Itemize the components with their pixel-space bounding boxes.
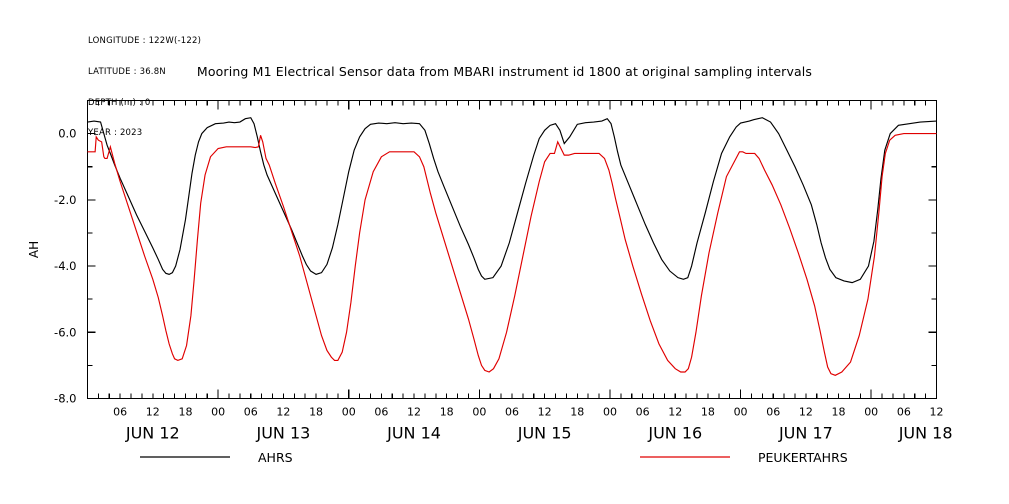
x-tick-label: 00 bbox=[864, 406, 878, 419]
legend-label-ahrs: AHRS bbox=[258, 450, 293, 465]
station-metadata: LONGITUDE : 122W(-122) LATITUDE : 36.8N … bbox=[88, 16, 201, 159]
x-day-label: JUN 13 bbox=[256, 424, 311, 443]
x-tick-label: 18 bbox=[309, 406, 323, 419]
x-tick-label: 06 bbox=[374, 406, 388, 419]
longitude-text: LONGITUDE : 122W(-122) bbox=[88, 36, 202, 47]
year-text: YEAR : 2023 bbox=[88, 128, 143, 139]
latitude-text: LATITUDE : 36.8N bbox=[88, 67, 166, 78]
x-tick-label: 18 bbox=[440, 406, 454, 419]
x-tick-label: 00 bbox=[211, 406, 225, 419]
x-tick-label: 12 bbox=[538, 406, 552, 419]
series-line-ahrs bbox=[87, 117, 937, 284]
x-day-label: JUN 14 bbox=[386, 424, 441, 443]
x-tick-label: 06 bbox=[113, 406, 127, 419]
x-day-label: JUN 17 bbox=[778, 424, 833, 443]
plot-frame bbox=[86, 99, 938, 400]
x-tick-label: 18 bbox=[570, 406, 584, 419]
y-tick-label: -2.0 bbox=[54, 193, 76, 207]
x-day-label: JUN 18 bbox=[898, 424, 953, 443]
y-tick-label: 0.0 bbox=[58, 127, 76, 141]
legend-label-peukertahrs: PEUKERTAHRS bbox=[758, 450, 848, 465]
y-tick-label: -8.0 bbox=[54, 392, 76, 406]
x-tick-label: 00 bbox=[342, 406, 356, 419]
x-day-label: JUN 15 bbox=[517, 424, 572, 443]
y-axis-title: AH bbox=[27, 241, 41, 258]
x-tick-label: 12 bbox=[668, 406, 682, 419]
x-tick-label: 18 bbox=[178, 406, 192, 419]
x-tick-label: 06 bbox=[505, 406, 519, 419]
x-tick-label: 06 bbox=[636, 406, 650, 419]
x-tick-label: 06 bbox=[244, 406, 258, 419]
depth-text: DEPTH (m) : 0 bbox=[88, 97, 151, 108]
y-tick-label: -6.0 bbox=[54, 325, 76, 339]
x-tick-label: 06 bbox=[897, 406, 911, 419]
x-tick-label: 12 bbox=[407, 406, 421, 419]
y-tick-label: -4.0 bbox=[54, 259, 76, 273]
x-day-label: JUN 16 bbox=[647, 424, 702, 443]
x-tick-label: 00 bbox=[734, 406, 748, 419]
x-tick-label: 12 bbox=[799, 406, 813, 419]
x-tick-label: 00 bbox=[472, 406, 486, 419]
x-tick-label: 12 bbox=[276, 406, 290, 419]
series-line-peukertahrs bbox=[87, 133, 937, 376]
x-tick-label: 06 bbox=[766, 406, 780, 419]
x-tick-label: 18 bbox=[701, 406, 715, 419]
chart-title: Mooring M1 Electrical Sensor data from M… bbox=[196, 64, 813, 79]
x-tick-label: 12 bbox=[930, 406, 944, 419]
x-tick-label: 12 bbox=[146, 406, 160, 419]
x-tick-label: 00 bbox=[603, 406, 617, 419]
x-tick-label: 18 bbox=[832, 406, 846, 419]
x-day-label: JUN 12 bbox=[125, 424, 180, 443]
